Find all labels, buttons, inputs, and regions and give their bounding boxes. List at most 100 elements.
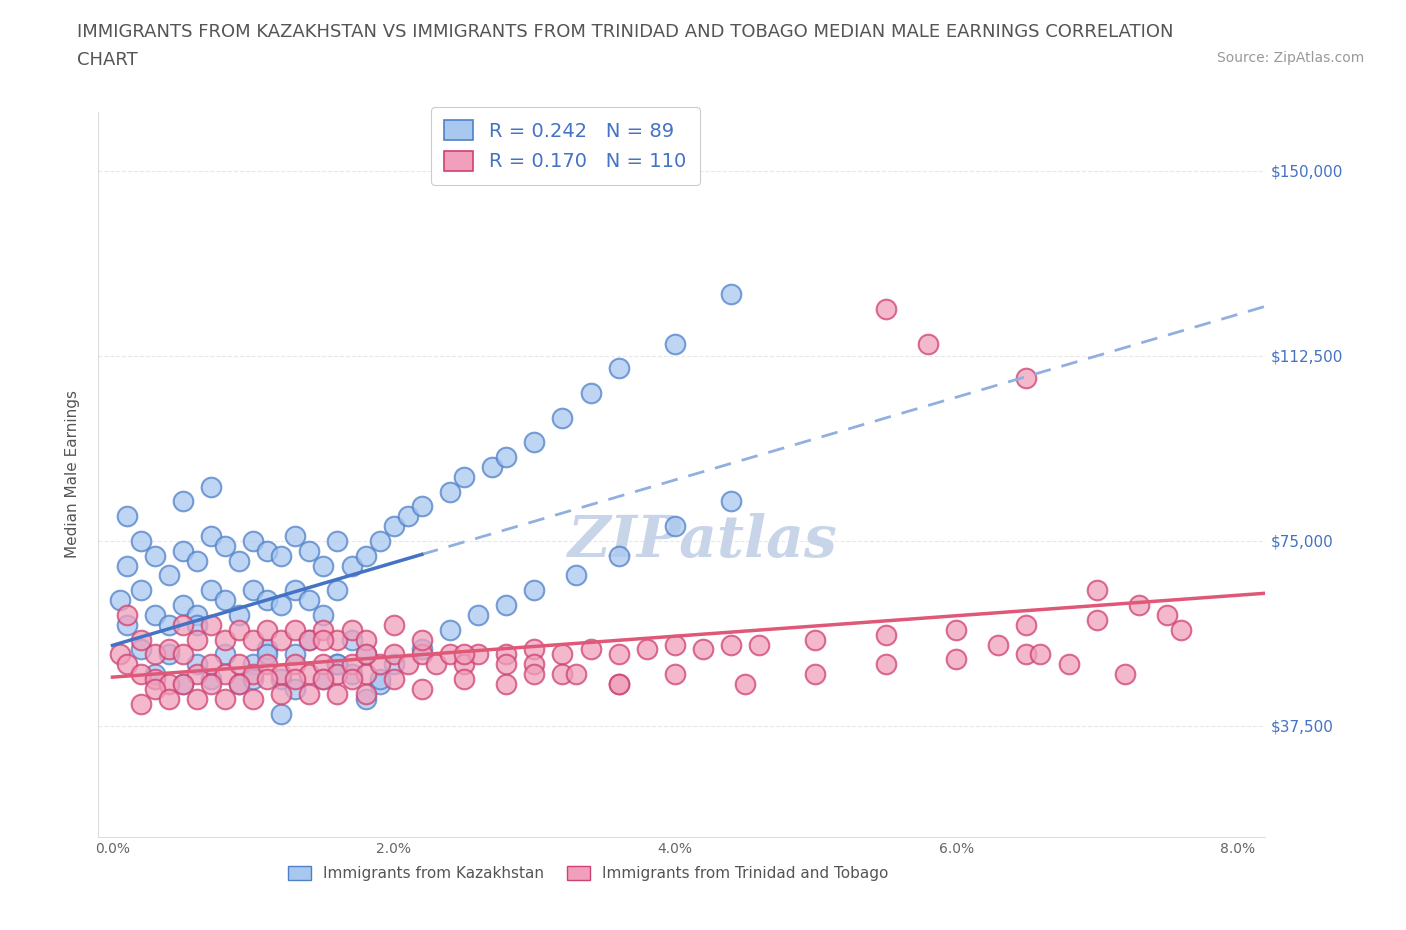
Point xyxy=(115,618,138,632)
Point xyxy=(200,677,222,692)
Point xyxy=(108,647,131,662)
Point xyxy=(579,385,602,400)
Point xyxy=(354,686,377,701)
Point xyxy=(917,336,939,351)
Point xyxy=(298,632,321,647)
Point xyxy=(326,667,349,682)
Point xyxy=(495,647,517,662)
Point xyxy=(284,528,307,543)
Point xyxy=(1085,583,1108,598)
Point xyxy=(312,671,335,686)
Point xyxy=(326,583,349,598)
Point xyxy=(186,618,208,632)
Point xyxy=(326,686,349,701)
Point xyxy=(354,647,377,662)
Point xyxy=(298,543,321,558)
Point xyxy=(1114,667,1136,682)
Point xyxy=(1170,622,1192,637)
Point xyxy=(664,519,686,534)
Point xyxy=(382,647,405,662)
Point xyxy=(804,632,827,647)
Point xyxy=(453,657,475,671)
Point xyxy=(875,627,897,642)
Point xyxy=(340,558,363,573)
Point xyxy=(228,677,250,692)
Point xyxy=(200,583,222,598)
Point xyxy=(186,667,208,682)
Point xyxy=(1156,607,1178,622)
Point xyxy=(214,592,236,607)
Point xyxy=(129,697,152,711)
Point xyxy=(115,509,138,524)
Point xyxy=(298,686,321,701)
Point xyxy=(129,642,152,657)
Point xyxy=(129,632,152,647)
Point xyxy=(453,647,475,662)
Point xyxy=(284,671,307,686)
Point xyxy=(495,657,517,671)
Point xyxy=(523,657,546,671)
Point xyxy=(242,691,264,706)
Point xyxy=(495,449,517,464)
Point xyxy=(256,622,278,637)
Point xyxy=(200,528,222,543)
Point xyxy=(143,647,166,662)
Point xyxy=(228,657,250,671)
Point xyxy=(382,618,405,632)
Y-axis label: Median Male Earnings: Median Male Earnings xyxy=(65,391,80,558)
Point xyxy=(1015,618,1038,632)
Point xyxy=(186,553,208,568)
Point xyxy=(270,686,292,701)
Point xyxy=(523,667,546,682)
Point xyxy=(214,667,236,682)
Point xyxy=(129,583,152,598)
Point xyxy=(228,622,250,637)
Point xyxy=(467,647,489,662)
Point xyxy=(495,677,517,692)
Point xyxy=(1128,598,1150,613)
Point xyxy=(108,592,131,607)
Point xyxy=(115,607,138,622)
Point xyxy=(256,592,278,607)
Point xyxy=(523,435,546,450)
Point xyxy=(411,632,433,647)
Point xyxy=(354,667,377,682)
Point xyxy=(411,642,433,657)
Point xyxy=(200,479,222,494)
Point xyxy=(256,657,278,671)
Point xyxy=(551,647,574,662)
Point xyxy=(242,583,264,598)
Point xyxy=(396,657,419,671)
Point xyxy=(875,301,897,316)
Point xyxy=(439,485,461,499)
Point xyxy=(228,553,250,568)
Point xyxy=(720,286,742,301)
Point xyxy=(720,494,742,509)
Point xyxy=(284,622,307,637)
Point xyxy=(214,632,236,647)
Point xyxy=(312,622,335,637)
Point xyxy=(298,592,321,607)
Point xyxy=(284,682,307,697)
Point xyxy=(312,607,335,622)
Point xyxy=(368,657,391,671)
Point xyxy=(157,568,180,583)
Point xyxy=(172,543,194,558)
Point xyxy=(945,622,967,637)
Point xyxy=(157,647,180,662)
Point xyxy=(312,657,335,671)
Point xyxy=(270,632,292,647)
Legend: Immigrants from Kazakhstan, Immigrants from Trinidad and Tobago: Immigrants from Kazakhstan, Immigrants f… xyxy=(283,860,896,887)
Point xyxy=(186,607,208,622)
Point xyxy=(242,671,264,686)
Point xyxy=(312,558,335,573)
Point xyxy=(256,543,278,558)
Point xyxy=(382,657,405,671)
Text: CHART: CHART xyxy=(77,51,138,69)
Point xyxy=(720,637,742,652)
Point xyxy=(340,671,363,686)
Point xyxy=(579,642,602,657)
Point xyxy=(312,632,335,647)
Point xyxy=(481,459,503,474)
Point xyxy=(157,642,180,657)
